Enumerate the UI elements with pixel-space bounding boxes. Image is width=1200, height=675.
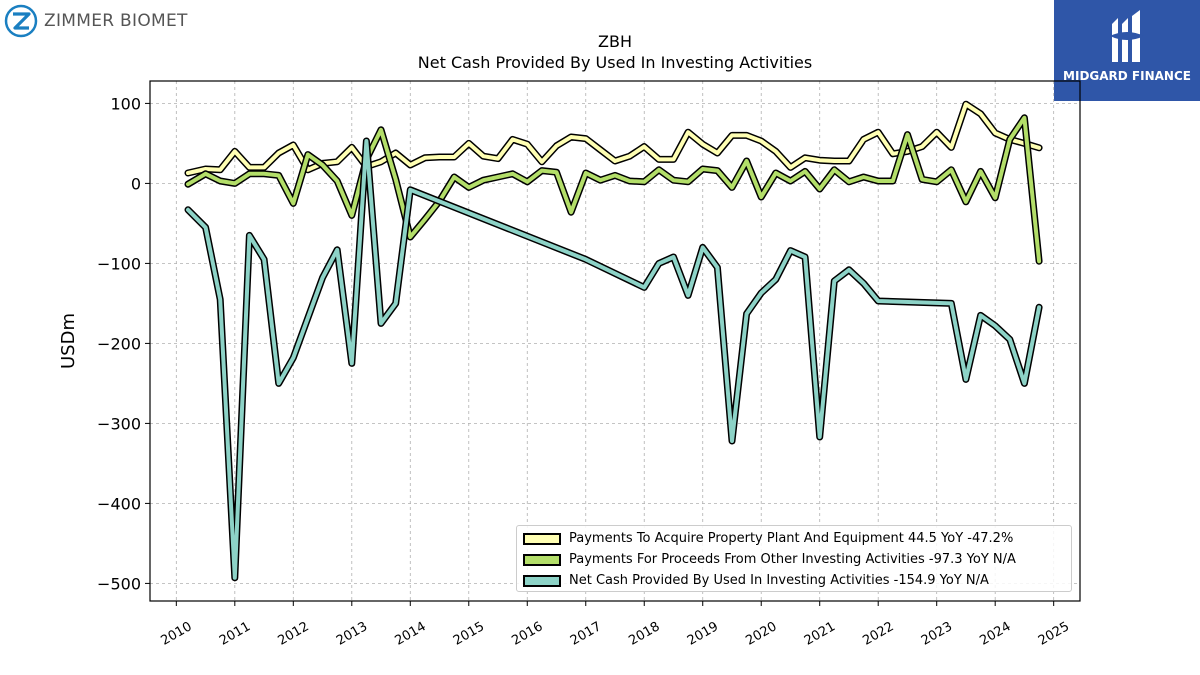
legend-label-net: Net Cash Provided By Used In Investing A… bbox=[569, 573, 989, 588]
y-tick-label: −300 bbox=[97, 414, 141, 433]
series-outline-3 bbox=[184, 137, 1043, 582]
legend-label-other: Payments For Proceeds From Other Investi… bbox=[569, 552, 1016, 567]
x-tick-label: 2022 bbox=[860, 619, 896, 649]
x-tick-label: 2023 bbox=[919, 619, 955, 649]
zimmer-biomet-logo-icon bbox=[4, 4, 38, 38]
plot-frame bbox=[149, 80, 1081, 602]
y-tick-label: −200 bbox=[97, 334, 141, 353]
legend-item-net: Net Cash Provided By Used In Investing A… bbox=[523, 570, 1065, 591]
y-axis-label: USDm bbox=[58, 313, 79, 369]
x-tick-label: 2010 bbox=[158, 619, 194, 649]
x-tick-label: 2016 bbox=[509, 619, 545, 649]
x-tick-label: 2012 bbox=[275, 619, 311, 649]
legend-swatch-net bbox=[523, 574, 561, 587]
x-tick-label: 2021 bbox=[802, 619, 838, 649]
y-tick-label: 100 bbox=[110, 94, 141, 113]
x-tick-label: 2024 bbox=[977, 619, 1013, 649]
x-tick-label: 2018 bbox=[626, 619, 662, 649]
x-tick-label: 2017 bbox=[568, 619, 604, 649]
company-logo: ZIMMER BIOMET bbox=[4, 4, 188, 38]
brand-badge: MIDGARD FINANCE bbox=[1054, 0, 1200, 101]
series-line-2 bbox=[186, 115, 1042, 264]
series-line-1 bbox=[186, 102, 1042, 175]
x-tick-label: 2014 bbox=[392, 619, 428, 649]
x-tick-label: 2019 bbox=[685, 619, 721, 649]
midgard-logo-icon bbox=[1110, 10, 1144, 62]
series-outline-2 bbox=[184, 114, 1043, 265]
series-line-3 bbox=[186, 139, 1042, 580]
legend-swatch-other bbox=[523, 553, 561, 566]
y-tick-label: −400 bbox=[97, 494, 141, 513]
x-tick-label: 2020 bbox=[743, 619, 779, 649]
y-tick-label: −500 bbox=[97, 574, 141, 593]
legend: Payments To Acquire Property Plant And E… bbox=[516, 525, 1072, 592]
x-tick-label: 2015 bbox=[451, 619, 487, 649]
y-tick-label: −100 bbox=[97, 254, 141, 273]
chart-title: ZBH bbox=[598, 32, 632, 51]
company-logo-text: ZIMMER BIOMET bbox=[44, 11, 188, 31]
legend-item-capex: Payments To Acquire Property Plant And E… bbox=[523, 528, 1065, 549]
x-tick-label: 2025 bbox=[1036, 619, 1072, 649]
chart-subtitle: Net Cash Provided By Used In Investing A… bbox=[417, 53, 813, 72]
y-tick-label: 0 bbox=[131, 174, 141, 193]
brand-text: MIDGARD FINANCE bbox=[1063, 69, 1191, 83]
legend-item-other: Payments For Proceeds From Other Investi… bbox=[523, 549, 1065, 570]
legend-swatch-capex bbox=[523, 532, 561, 545]
legend-label-capex: Payments To Acquire Property Plant And E… bbox=[569, 531, 1014, 546]
x-tick-label: 2013 bbox=[334, 619, 370, 649]
series-lines bbox=[184, 100, 1043, 582]
x-tick-label: 2011 bbox=[217, 619, 253, 649]
